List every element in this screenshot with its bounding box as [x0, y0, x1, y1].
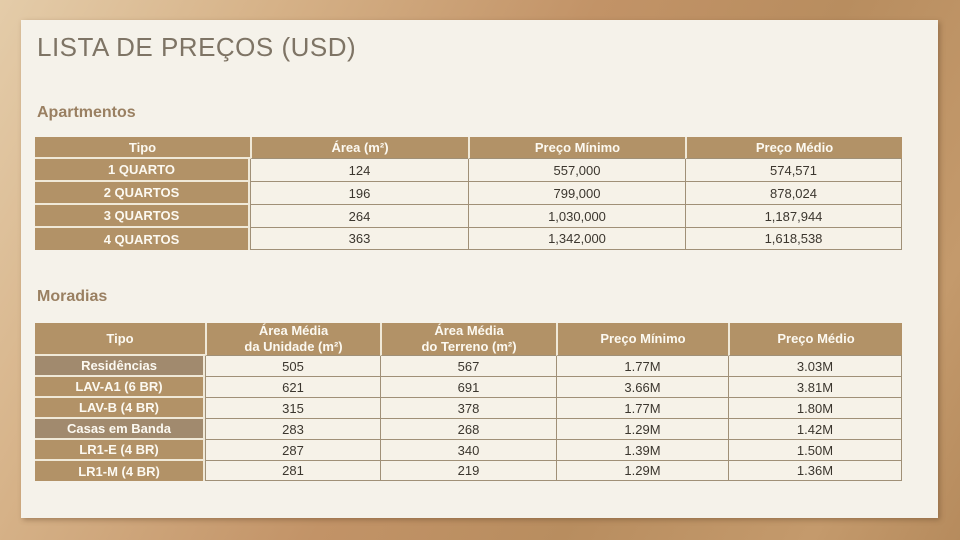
section-title-moradias: Moradias	[37, 288, 108, 305]
cell-tipo: Casas em Banda	[35, 419, 205, 440]
cell-area-unidade: 281	[205, 461, 380, 481]
cell-tipo: LAV-A1 (6 BR)	[35, 377, 205, 398]
cell-tipo: 1 QUARTO	[35, 159, 250, 182]
cell-preco-minimo: 1.77M	[556, 398, 728, 419]
apartments-table: Tipo Área (m²) Preço Mínimo Preço Médio …	[35, 137, 902, 250]
cell-preco-minimo: 1,030,000	[468, 205, 685, 228]
table-row: 2 QUARTOS 196 799,000 878,024	[35, 182, 902, 205]
cell-preco-medio: 1.50M	[728, 440, 902, 461]
cell-area-unidade: 315	[205, 398, 380, 419]
cell-area-terreno: 340	[380, 440, 556, 461]
cell-preco-medio: 1.42M	[728, 419, 902, 440]
cell-tipo: LAV-B (4 BR)	[35, 398, 205, 419]
column-header-preco-minimo: Preço Mínimo	[468, 137, 685, 159]
cell-tipo: LR1-E (4 BR)	[35, 440, 205, 461]
column-header-preco-medio: Preço Médio	[728, 323, 902, 356]
cell-preco-medio: 1,618,538	[685, 228, 902, 250]
cell-preco-medio: 1.80M	[728, 398, 902, 419]
table-row: 4 QUARTOS 363 1,342,000 1,618,538	[35, 228, 902, 250]
cell-area-terreno: 219	[380, 461, 556, 481]
cell-preco-minimo: 1.39M	[556, 440, 728, 461]
cell-preco-medio: 3.81M	[728, 377, 902, 398]
table-row: Residências 505 567 1.77M 3.03M	[35, 356, 902, 377]
table-row: LR1-E (4 BR) 287 340 1.39M 1.50M	[35, 440, 902, 461]
table-row: LAV-B (4 BR) 315 378 1.77M 1.80M	[35, 398, 902, 419]
cell-tipo: LR1-M (4 BR)	[35, 461, 205, 481]
cell-area-unidade: 283	[205, 419, 380, 440]
moradias-table: Tipo Área Média da Unidade (m²) Área Méd…	[35, 323, 902, 481]
cell-preco-medio: 3.03M	[728, 356, 902, 377]
cell-area-terreno: 691	[380, 377, 556, 398]
cell-preco-medio: 574,571	[685, 159, 902, 182]
table-row: LAV-A1 (6 BR) 621 691 3.66M 3.81M	[35, 377, 902, 398]
cell-preco-minimo: 799,000	[468, 182, 685, 205]
content-panel: LISTA DE PREÇOS (USD) Apartmentos Tipo Á…	[21, 20, 938, 518]
cell-preco-minimo: 3.66M	[556, 377, 728, 398]
cell-preco-medio: 1.36M	[728, 461, 902, 481]
cell-tipo: Residências	[35, 356, 205, 377]
cell-tipo: 2 QUARTOS	[35, 182, 250, 205]
cell-area-terreno: 268	[380, 419, 556, 440]
cell-area: 363	[250, 228, 468, 250]
cell-preco-minimo: 1.29M	[556, 461, 728, 481]
column-header-tipo: Tipo	[35, 323, 205, 356]
moradias-header-row: Tipo Área Média da Unidade (m²) Área Méd…	[35, 323, 902, 356]
cell-area-terreno: 567	[380, 356, 556, 377]
table-row: Casas em Banda 283 268 1.29M 1.42M	[35, 419, 902, 440]
cell-area-unidade: 621	[205, 377, 380, 398]
cell-preco-medio: 878,024	[685, 182, 902, 205]
table-row: 1 QUARTO 124 557,000 574,571	[35, 159, 902, 182]
section-title-apartments: Apartmentos	[37, 104, 136, 121]
cell-area-unidade: 505	[205, 356, 380, 377]
column-header-preco-medio: Preço Médio	[685, 137, 902, 159]
page-title: LISTA DE PREÇOS (USD)	[37, 32, 357, 62]
column-header-area-terreno: Área Média do Terreno (m²)	[380, 323, 556, 356]
cell-tipo: 3 QUARTOS	[35, 205, 250, 228]
column-header-preco-minimo: Preço Mínimo	[556, 323, 728, 356]
column-header-tipo: Tipo	[35, 137, 250, 159]
cell-tipo: 4 QUARTOS	[35, 228, 250, 250]
cell-area-unidade: 287	[205, 440, 380, 461]
apartments-header-row: Tipo Área (m²) Preço Mínimo Preço Médio	[35, 137, 902, 159]
cell-area: 124	[250, 159, 468, 182]
column-header-area: Área (m²)	[250, 137, 468, 159]
cell-area: 264	[250, 205, 468, 228]
column-header-area-unidade: Área Média da Unidade (m²)	[205, 323, 380, 356]
cell-area-terreno: 378	[380, 398, 556, 419]
table-row: LR1-M (4 BR) 281 219 1.29M 1.36M	[35, 461, 902, 481]
cell-preco-medio: 1,187,944	[685, 205, 902, 228]
table-row: 3 QUARTOS 264 1,030,000 1,187,944	[35, 205, 902, 228]
cell-area: 196	[250, 182, 468, 205]
cell-preco-minimo: 1.29M	[556, 419, 728, 440]
cell-preco-minimo: 557,000	[468, 159, 685, 182]
cell-preco-minimo: 1.77M	[556, 356, 728, 377]
cell-preco-minimo: 1,342,000	[468, 228, 685, 250]
